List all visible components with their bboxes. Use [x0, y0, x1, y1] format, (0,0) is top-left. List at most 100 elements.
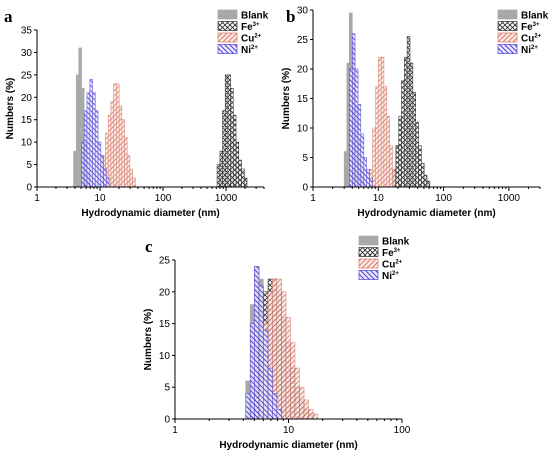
- panel-a-legend-swatch-cu2plus: [217, 32, 238, 43]
- panel-b-legend-swatch-cu2plus: [497, 32, 518, 43]
- panel-a-legend-swatch-ni2plus: [217, 44, 238, 54]
- panel-b-bar-cu2plus-4: [380, 56, 385, 188]
- panel-b-bar-blank-1: [346, 62, 350, 188]
- panel-b-series-cu2plus: [369, 56, 396, 188]
- panel-a-xtick-label: 10: [94, 193, 106, 204]
- panel-a-bar-blank-0: [73, 150, 77, 188]
- panel-a-legend-swatch-fe3plus: [217, 21, 238, 31]
- panel-b-series-ni2plus: [349, 33, 373, 188]
- panel-b-legend-label-fe3plus: Fe3+: [521, 22, 540, 33]
- panel-c-bar-ni2plus-3: [258, 285, 264, 420]
- panel-a-bar-fe3plus-7: [235, 141, 240, 188]
- panel-b-bar-cu2plus-6: [386, 115, 390, 188]
- panel-c-legend-label-cu2plus: Cu2+: [382, 260, 403, 271]
- panel-b-bar-blank-0: [343, 151, 348, 188]
- panel-b-ytick-label: 20: [297, 65, 309, 76]
- panel-a-bar-fe3plus-4: [227, 74, 231, 188]
- panel-c-bar-ni2plus-5: [267, 367, 273, 420]
- panel-a-bar-fe3plus-2: [222, 110, 226, 188]
- panel-b-y-axis-label: Numbers (%): [281, 68, 292, 130]
- panel-a-ytick-label: 25: [21, 70, 33, 81]
- panel-a-bar-fe3plus-6: [232, 114, 237, 188]
- panel-c-ytick-label: 10: [159, 351, 171, 362]
- panel-b-bar-ni2plus-0: [349, 68, 353, 188]
- panel-c-bar-cu2plus-7: [290, 342, 296, 420]
- panel-c-bar-ni2plus-7: [276, 409, 282, 420]
- panel-a-bar-ni2plus-4: [92, 92, 96, 188]
- panel-b-bar-ni2plus-5: [363, 157, 367, 188]
- histogram-panel-a: 0 5 10 15 20 25 30 35 1 10 100 1000 Hydrodynamic dia…: [5, 9, 269, 219]
- panel-b-ytick-label: 25: [297, 35, 309, 46]
- panel-a-bar-fe3plus-9: [241, 168, 245, 188]
- panel-a-legend-swatch-blank: [217, 9, 238, 20]
- panel-b-bar-fe3plus-5: [406, 36, 411, 188]
- panel-b-ytick-label: 5: [302, 153, 308, 164]
- panel-b-bar-fe3plus-1: [395, 145, 400, 188]
- panel-a-legend-label-blank: Blank: [241, 11, 269, 22]
- panel-a-ytick-label: 15: [21, 115, 33, 126]
- panel-a-bar-ni2plus-1: [83, 110, 88, 188]
- panel-c-bar-ni2plus-4: [263, 329, 269, 420]
- panel-b-ytick-label: 15: [297, 94, 309, 105]
- panel-b-bar-ni2plus-3: [357, 104, 362, 188]
- panel-a-bar-cu2plus-9: [126, 155, 131, 188]
- panel-b-x-axis-label: Hydrodynamic diameter (nm): [357, 208, 495, 219]
- panel-b-bar-fe3plus-4: [404, 56, 408, 188]
- panel-b-bar-cu2plus-2: [375, 86, 379, 188]
- panel-c-legend-label-blank: Blank: [382, 237, 410, 248]
- panel-a-bar-cu2plus-6: [118, 105, 123, 188]
- panel-a-ytick-label: 10: [21, 138, 33, 149]
- panel-b-ytick-label: 0: [302, 183, 308, 194]
- panel-a-bar-fe3plus-3: [224, 74, 229, 188]
- panel-c-xtick-label: 100: [394, 425, 411, 436]
- panel-c-legend-label-fe3plus: Fe3+: [382, 248, 401, 259]
- panel-b-bar-fe3plus-8: [415, 121, 419, 188]
- panel-a-series-cu2plus: [102, 83, 136, 188]
- panel-letter-c: c: [145, 237, 153, 256]
- panel-a-bar-fe3plus-8: [238, 159, 242, 188]
- panel-a-ytick-label: 30: [21, 48, 33, 59]
- panel-c-ytick-label: 5: [164, 383, 170, 394]
- panel-a-legend-label-cu2plus: Cu2+: [241, 34, 262, 45]
- panel-c-x-axis-label: Hydrodynamic diameter (nm): [219, 440, 357, 451]
- panel-a-bar-cu2plus-2: [107, 114, 112, 188]
- panel-a-series-fe3plus: [216, 74, 248, 188]
- panel-c-bar-cu2plus-5: [281, 291, 287, 420]
- panel-b-bar-fe3plus-12: [426, 180, 431, 188]
- panel-a-bar-ni2plus-3: [89, 79, 93, 188]
- panel-c-bar-cu2plus-10: [303, 399, 309, 420]
- panel-b-bar-cu2plus-1: [372, 127, 376, 188]
- panel-a-bar-cu2plus-11: [132, 177, 136, 188]
- panel-b-bar-fe3plus-10: [420, 163, 425, 188]
- panel-a-legend-label-ni2plus: Ni2+: [241, 45, 258, 56]
- panel-b-series-fe3plus: [392, 36, 431, 188]
- panel-b-bar-fe3plus-9: [418, 145, 422, 188]
- panel-a-bar-cu2plus-10: [129, 168, 133, 188]
- panel-a-bar-cu2plus-7: [121, 119, 125, 188]
- panel-b-legend-label-blank: Blank: [521, 11, 549, 22]
- panel-b-bar-cu2plus-7: [389, 145, 393, 188]
- panel-a-ytick-label: 5: [26, 160, 32, 171]
- panel-a-bar-blank-2: [78, 47, 82, 188]
- panel-b-bar-ni2plus-7: [369, 177, 373, 188]
- panel-a-bar-ni2plus-2: [86, 92, 91, 188]
- panel-c-bar-cu2plus-12: [312, 413, 319, 420]
- panel-c-xtick-label: 10: [283, 425, 295, 436]
- panel-c-xtick-label: 1: [172, 425, 178, 436]
- panel-c-legend-swatch-cu2plus: [358, 258, 379, 269]
- panel-b-bar-ni2plus-2: [354, 68, 359, 188]
- panel-a-bar-fe3plus-10: [244, 177, 248, 188]
- panel-b-ytick-label: 30: [297, 6, 309, 17]
- panel-b-bar-fe3plus-2: [398, 115, 402, 188]
- panel-a-xtick-label: 100: [155, 193, 172, 204]
- panel-b-bar-ni2plus-1: [351, 33, 356, 188]
- histogram-panel-c: 0 5 10 15 20 25 1 10 100 Hydrodynamic diameter (n…: [143, 235, 411, 451]
- panel-b-xtick-label: 1000: [498, 193, 521, 204]
- panel-a-bar-cu2plus-3: [110, 101, 115, 188]
- panel-b-legend-swatch-ni2plus: [497, 44, 518, 54]
- panel-c-legend-swatch-blank: [358, 235, 379, 246]
- panel-b-bar-fe3plus-3: [401, 80, 405, 188]
